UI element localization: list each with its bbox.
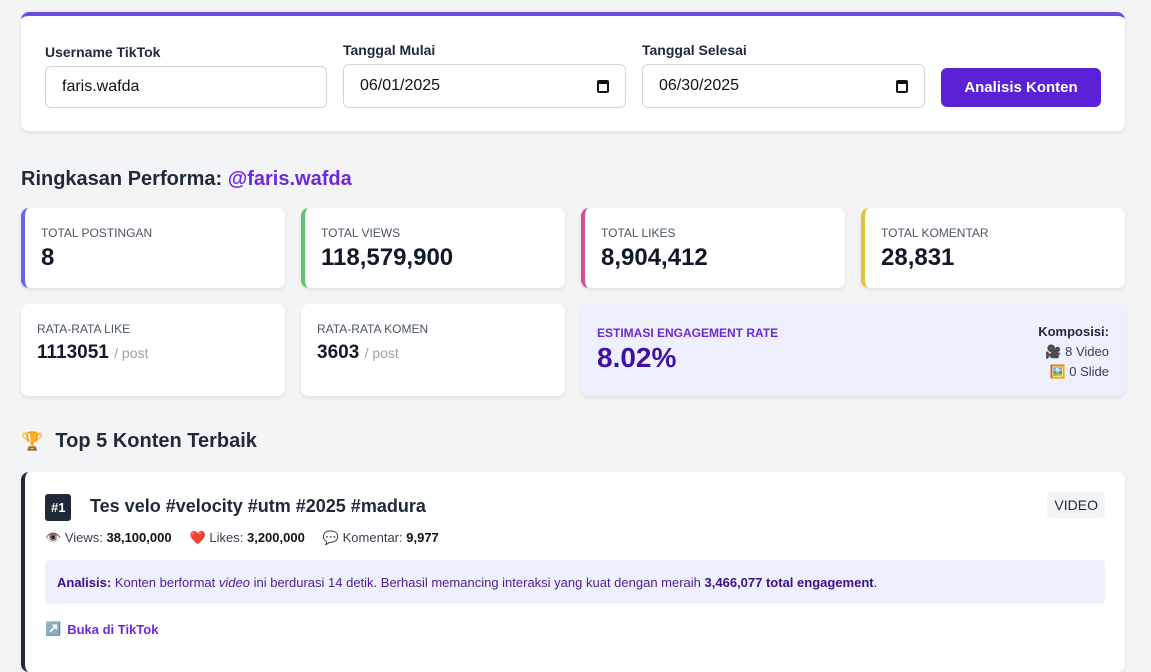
end-date-input[interactable]: 06/30/2025 — [642, 64, 925, 108]
top-content-title: Top 5 Konten Terbaik — [55, 430, 257, 452]
likes-label: Likes: — [209, 530, 244, 545]
analyze-button[interactable]: Analisis Konten — [941, 68, 1101, 107]
analysis-text: ini berdurasi 14 detik. Berhasil memanci… — [253, 574, 701, 590]
engagement-label: Estimasi Engagement Rate — [597, 326, 779, 340]
stat-total-comments: Total Komentar 28,831 — [861, 208, 1125, 288]
stat-avg-like: Rata-rata Like 1113051 / post — [21, 304, 285, 396]
stat-suffix: / post — [364, 345, 399, 361]
content-title: Tes velo #velocity #utm #2025 #madura — [90, 496, 426, 516]
composition: Komposisi: 🎥 8 Video 🖼️ 0 Slide — [1038, 322, 1109, 382]
stat-total-views: Total Views 118,579,900 — [301, 208, 565, 288]
stat-value: 3603 — [317, 342, 360, 363]
calendar-icon[interactable] — [896, 79, 908, 93]
top-content-heading: 🏆 Top 5 Konten Terbaik — [21, 430, 257, 453]
likes-value: 3,200,000 — [246, 530, 305, 545]
analysis-label: Analisis: — [57, 574, 112, 590]
content-type-badge: VIDEO — [1047, 492, 1105, 518]
open-tiktok-label[interactable]: Buka di TikTok — [67, 621, 159, 637]
username-value: faris.wafda — [62, 78, 140, 95]
start-date-input[interactable]: 06/01/2025 — [343, 64, 626, 108]
views-label: Views: — [64, 530, 103, 545]
arrow-up-right-icon: ↗️ — [45, 621, 62, 636]
stat-value: 118,579,900 — [321, 244, 454, 271]
stat-value: 8 — [41, 244, 55, 271]
end-date-label: Tanggal Selesai — [642, 42, 747, 58]
stat-label: Rata-rata Komen — [317, 322, 429, 336]
likes-metric: ❤️ Likes: 3,200,000 — [190, 530, 305, 546]
analysis-text: Konten berformat — [114, 574, 216, 590]
views-metric: 👁️ Views: 38,100,000 — [45, 530, 172, 546]
stat-label: Total Komentar — [881, 226, 989, 240]
speech-bubble-icon: 💬 — [322, 530, 340, 545]
heart-icon: ❤️ — [189, 530, 206, 545]
stat-avg-comment: Rata-rata Komen 3603 / post — [301, 304, 565, 396]
username-label: Username TikTok — [45, 44, 161, 60]
end-date-value: 06/30/2025 — [659, 77, 740, 94]
stat-label: Total Likes — [601, 226, 676, 240]
slide-count: 0 Slide — [1069, 364, 1109, 379]
content-item: #1 Tes velo #velocity #utm #2025 #madura… — [21, 472, 1125, 672]
rank-badge: #1 — [45, 494, 72, 521]
content-metrics: 👁️ Views: 38,100,000 ❤️ Likes: 3,200,000… — [45, 530, 439, 546]
summary-title: Ringkasan Performa: @faris.wafda — [21, 168, 352, 191]
comments-label: Komentar: — [342, 530, 403, 545]
views-value: 38,100,000 — [106, 530, 172, 545]
open-tiktok-link[interactable]: ↗️ Buka di TikTok — [45, 621, 158, 637]
comments-metric: 💬 Komentar: 9,977 — [323, 530, 439, 546]
engagement-value: 8.02% — [597, 342, 677, 373]
eye-icon: 👁️ — [45, 530, 62, 545]
stat-label: Total Views — [321, 226, 401, 240]
stat-value: 8,904,412 — [601, 244, 708, 271]
analysis-engagement: 3,466,077 total engagement — [704, 574, 874, 590]
stat-value: 1113051 — [37, 342, 109, 363]
stat-total-likes: Total Likes 8,904,412 — [581, 208, 845, 288]
stat-suffix: / post — [114, 345, 149, 361]
stat-label: Total Postingan — [41, 226, 153, 240]
engagement-card: Estimasi Engagement Rate 8.02% Komposisi… — [581, 304, 1125, 396]
video-camera-icon: 🎥 — [1045, 344, 1062, 359]
stat-total-posts: Total Postingan 8 — [21, 208, 285, 288]
summary-title-text: Ringkasan Performa: — [21, 168, 223, 190]
username-input[interactable]: faris.wafda — [45, 66, 327, 108]
picture-icon: 🖼️ — [1049, 364, 1066, 379]
start-date-value: 06/01/2025 — [360, 77, 441, 94]
stat-label: Rata-rata Like — [37, 322, 131, 336]
video-count: 8 Video — [1065, 344, 1109, 359]
analysis-box: Analisis: Konten berformat video ini ber… — [45, 560, 1105, 604]
calendar-icon[interactable] — [597, 79, 609, 93]
summary-handle: @faris.wafda — [227, 168, 352, 190]
start-date-label: Tanggal Mulai — [343, 42, 436, 58]
trophy-icon: 🏆 — [21, 431, 44, 451]
stat-value: 28,831 — [881, 244, 955, 271]
analysis-end: . — [873, 574, 878, 590]
analysis-format: video — [218, 574, 250, 590]
comments-value: 9,977 — [406, 530, 439, 545]
composition-label: Komposisi: — [1038, 324, 1109, 339]
